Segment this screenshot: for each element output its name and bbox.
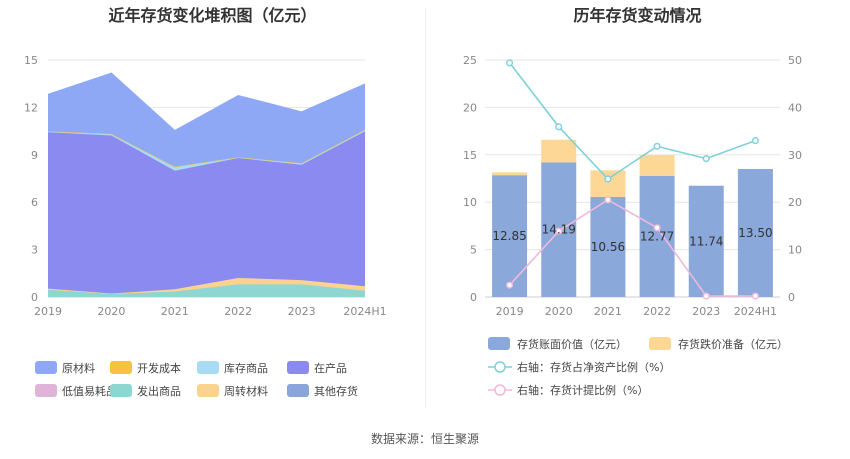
bar-y-tick-label: 10 — [463, 196, 477, 209]
bar-x-tick-label: 2022 — [643, 305, 671, 318]
area-series-库存商品 — [48, 129, 365, 171]
bar-y-tick-label: 0 — [470, 291, 477, 304]
area-x-tick-label: 2022 — [224, 305, 252, 318]
bar-y-tick-label: 5 — [470, 244, 477, 257]
area-y-tick-label: 3 — [31, 244, 38, 257]
bar-legend-swatch — [488, 337, 510, 350]
provision-point — [653, 224, 661, 232]
area-y-tick-label: 9 — [31, 149, 38, 162]
ratio-point — [702, 155, 710, 163]
book-value-bar — [639, 175, 675, 297]
area-x-tick-label: 2019 — [34, 305, 62, 318]
bar-x-tick-label: 2024H1 — [734, 305, 777, 318]
book-value-label: 11.74 — [689, 234, 723, 248]
ratio-point — [604, 175, 612, 183]
bar-y2-tick-label: 10 — [788, 244, 802, 257]
area-legend-label: 原材料 — [62, 361, 95, 375]
panel-divider — [425, 8, 426, 408]
bar-legend-label: 存货跌价准备（亿元） — [678, 337, 788, 351]
provision-point — [604, 196, 612, 204]
area-legend-swatch — [197, 361, 219, 374]
area-legend-label: 库存商品 — [224, 361, 268, 375]
area-x-tick-label: 2024H1 — [343, 305, 386, 318]
impairment-bar — [541, 139, 577, 163]
area-x-tick-label: 2021 — [161, 305, 189, 318]
impairment-bar — [590, 170, 626, 197]
bar-y2-tick-label: 30 — [788, 149, 802, 162]
book-value-label: 12.77 — [640, 229, 674, 243]
area-legend-label: 在产品 — [314, 361, 347, 375]
bar-y2-tick-label: 0 — [788, 291, 795, 304]
ratio-point — [653, 142, 661, 150]
provision-line — [509, 198, 756, 297]
ratio-point — [751, 137, 759, 145]
provision-point — [702, 292, 710, 300]
area-x-tick-label: 2020 — [97, 305, 125, 318]
area-series-在产品 — [48, 131, 365, 294]
area-legend-swatch — [197, 384, 219, 397]
bar-x-tick-label: 2021 — [594, 305, 622, 318]
area-legend-label: 低值易耗品 — [62, 385, 117, 398]
area-legend-swatch — [287, 361, 309, 374]
area-y-tick-label: 15 — [24, 54, 38, 67]
area-legend-swatch — [110, 361, 132, 374]
area-legend-label: 周转材料 — [224, 384, 268, 398]
provision-point — [506, 281, 514, 289]
line-legend-marker — [494, 361, 506, 373]
ratio-point — [555, 123, 563, 131]
bar-legend-swatch — [649, 337, 671, 350]
provision-point — [751, 292, 759, 300]
area-y-tick-label: 0 — [31, 291, 38, 304]
ratio-line — [508, 62, 756, 181]
book-value-bar — [590, 196, 626, 297]
area-series-原材料 — [48, 73, 365, 167]
area-legend-swatch — [35, 384, 57, 397]
impairment-bar — [492, 172, 528, 176]
line-legend-label: 右轴：存货占净资产比例（%） — [517, 360, 670, 374]
book-value-label: 14.19 — [542, 223, 576, 237]
area-series-发出商品 — [48, 284, 365, 297]
ratio-point — [506, 59, 514, 67]
area-legend-swatch — [287, 384, 309, 397]
book-value-bar — [737, 169, 773, 297]
bar-y-tick-label: 15 — [463, 149, 477, 162]
bar-y2-tick-label: 50 — [788, 54, 802, 67]
bar-chart-title: 历年存货变动情况 — [573, 6, 702, 25]
data-source: 数据来源：恒生聚源 — [370, 432, 479, 446]
line-legend-marker — [494, 384, 506, 396]
bar-y2-tick-label: 40 — [788, 101, 802, 114]
bar-y-tick-label: 20 — [463, 101, 477, 114]
bar-y-tick-label: 25 — [463, 54, 477, 67]
area-y-tick-label: 12 — [24, 101, 38, 114]
bar-y2-tick-label: 20 — [788, 196, 802, 209]
bar-legend-label: 存货账面价值（亿元） — [517, 337, 627, 351]
area-legend-label: 发出商品 — [137, 384, 181, 398]
area-series-周转材料 — [48, 278, 365, 294]
book-value-bar — [492, 175, 528, 297]
book-value-label: 12.85 — [492, 229, 526, 243]
area-legend-label: 其他存货 — [314, 384, 358, 398]
bar-x-tick-label: 2023 — [692, 305, 720, 318]
area-legend-swatch — [110, 384, 132, 397]
book-value-label: 10.56 — [591, 240, 625, 254]
book-value-label: 13.50 — [738, 226, 772, 240]
area-y-tick-label: 6 — [31, 196, 38, 209]
area-x-tick-label: 2023 — [288, 305, 316, 318]
bar-x-tick-label: 2019 — [496, 305, 524, 318]
area-series-edge — [47, 72, 366, 132]
bar-x-tick-label: 2020 — [545, 305, 573, 318]
book-value-bar — [688, 185, 724, 297]
area-legend-label: 开发成本 — [137, 361, 181, 375]
provision-point — [555, 227, 563, 235]
area-legend-swatch — [35, 361, 57, 374]
line-legend-label: 右轴：存货计提比例（%） — [517, 383, 648, 397]
stack-chart-title: 近年存货变化堆积图（亿元） — [108, 6, 317, 25]
impairment-bar — [639, 155, 675, 176]
